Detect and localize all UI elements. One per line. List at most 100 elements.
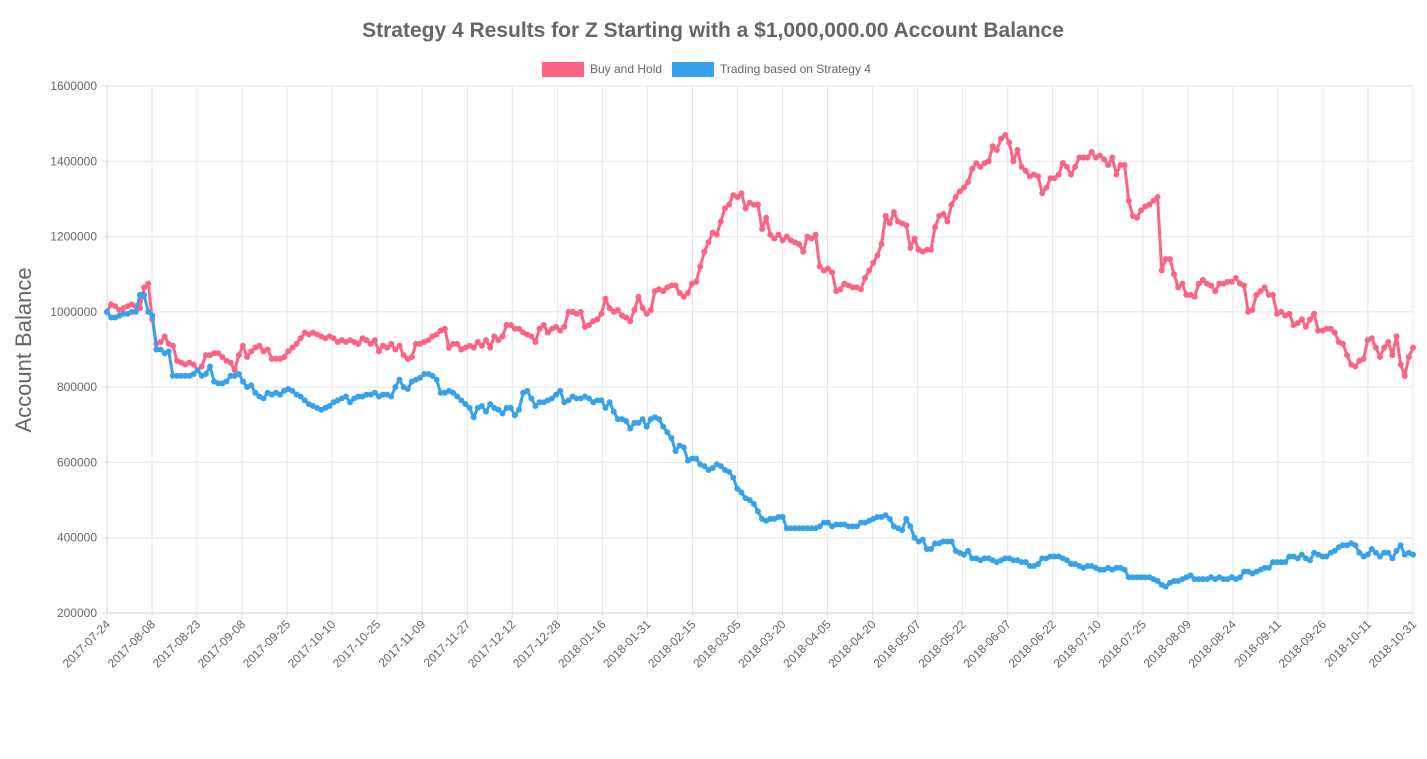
data-point[interactable] (1002, 555, 1009, 562)
data-point[interactable] (977, 163, 984, 170)
data-point[interactable] (635, 419, 642, 426)
data-point[interactable] (363, 337, 370, 344)
data-point[interactable] (404, 386, 411, 393)
data-point[interactable] (1051, 175, 1058, 182)
data-point[interactable] (161, 333, 168, 340)
data-point[interactable] (730, 474, 737, 481)
data-point[interactable] (1236, 574, 1243, 581)
data-point[interactable] (1179, 280, 1186, 287)
data-point[interactable] (1175, 284, 1182, 291)
data-point[interactable] (857, 286, 864, 293)
data-point[interactable] (944, 538, 951, 545)
data-point[interactable] (1199, 576, 1206, 583)
data-point[interactable] (923, 246, 930, 253)
data-point[interactable] (882, 512, 889, 519)
data-point[interactable] (1278, 308, 1285, 315)
data-point[interactable] (1344, 352, 1351, 359)
data-point[interactable] (779, 237, 786, 244)
data-point[interactable] (491, 333, 498, 340)
data-point[interactable] (462, 401, 469, 408)
data-point[interactable] (944, 218, 951, 225)
data-point[interactable] (375, 348, 382, 355)
data-point[interactable] (993, 146, 1000, 153)
data-point[interactable] (874, 514, 881, 521)
data-point[interactable] (252, 389, 259, 396)
data-point[interactable] (1364, 551, 1371, 558)
data-point[interactable] (450, 389, 457, 396)
data-point[interactable] (437, 389, 444, 396)
data-point[interactable] (693, 278, 700, 285)
data-point[interactable] (927, 546, 934, 553)
data-point[interactable] (1166, 256, 1173, 263)
legend-label-buy-and-hold[interactable]: Buy and Hold (590, 62, 662, 76)
data-point[interactable] (800, 525, 807, 532)
data-point[interactable] (1117, 162, 1124, 169)
data-point[interactable] (1360, 355, 1367, 362)
data-point[interactable] (750, 500, 757, 507)
data-point[interactable] (1352, 363, 1359, 370)
data-point[interactable] (1068, 561, 1075, 568)
data-point[interactable] (1372, 549, 1379, 556)
data-point[interactable] (1302, 323, 1309, 330)
data-point[interactable] (1191, 576, 1198, 583)
data-point[interactable] (874, 252, 881, 259)
data-point[interactable] (532, 338, 539, 345)
data-point[interactable] (952, 194, 959, 201)
data-point[interactable] (1146, 201, 1153, 208)
data-point[interactable] (660, 423, 667, 430)
data-point[interactable] (388, 393, 395, 400)
data-point[interactable] (837, 521, 844, 528)
data-point[interactable] (1356, 549, 1363, 556)
data-point[interactable] (392, 384, 399, 391)
data-point[interactable] (890, 209, 897, 216)
data-point[interactable] (174, 372, 181, 379)
data-point[interactable] (1397, 361, 1404, 368)
data-point[interactable] (1138, 207, 1145, 214)
data-point[interactable] (948, 538, 955, 545)
data-point[interactable] (441, 325, 448, 332)
data-point[interactable] (783, 233, 790, 240)
data-point[interactable] (1319, 553, 1326, 560)
data-point[interactable] (956, 188, 963, 195)
data-point[interactable] (540, 322, 547, 329)
data-point[interactable] (1410, 344, 1416, 351)
data-point[interactable] (965, 547, 972, 554)
data-point[interactable] (260, 395, 267, 402)
data-point[interactable] (734, 485, 741, 492)
data-point[interactable] (384, 344, 391, 351)
data-point[interactable] (487, 401, 494, 408)
data-point[interactable] (738, 190, 745, 197)
data-point[interactable] (215, 350, 222, 357)
data-point[interactable] (713, 231, 720, 238)
data-point[interactable] (837, 286, 844, 293)
data-point[interactable] (932, 224, 939, 231)
data-point[interactable] (1228, 278, 1235, 285)
data-point[interactable] (1059, 160, 1066, 167)
data-point[interactable] (285, 348, 292, 355)
data-point[interactable] (742, 205, 749, 212)
data-point[interactable] (1121, 566, 1128, 573)
data-point[interactable] (1142, 574, 1149, 581)
data-point[interactable] (643, 310, 650, 317)
data-point[interactable] (767, 515, 774, 522)
data-point[interactable] (553, 323, 560, 330)
data-point[interactable] (647, 306, 654, 313)
data-point[interactable] (417, 374, 424, 381)
data-point[interactable] (1191, 293, 1198, 300)
data-point[interactable] (408, 354, 415, 361)
data-point[interactable] (1410, 551, 1416, 558)
data-point[interactable] (1125, 574, 1132, 581)
data-point[interactable] (824, 265, 831, 272)
data-point[interactable] (466, 404, 473, 411)
data-point[interactable] (656, 416, 663, 423)
data-point[interactable] (1026, 562, 1033, 569)
data-point[interactable] (981, 555, 988, 562)
data-point[interactable] (1286, 310, 1293, 317)
data-point[interactable] (672, 448, 679, 455)
data-point[interactable] (1162, 583, 1169, 590)
data-point[interactable] (104, 308, 110, 315)
data-point[interactable] (820, 519, 827, 526)
data-point[interactable] (1063, 557, 1070, 564)
data-point[interactable] (960, 551, 967, 558)
data-point[interactable] (598, 310, 605, 317)
